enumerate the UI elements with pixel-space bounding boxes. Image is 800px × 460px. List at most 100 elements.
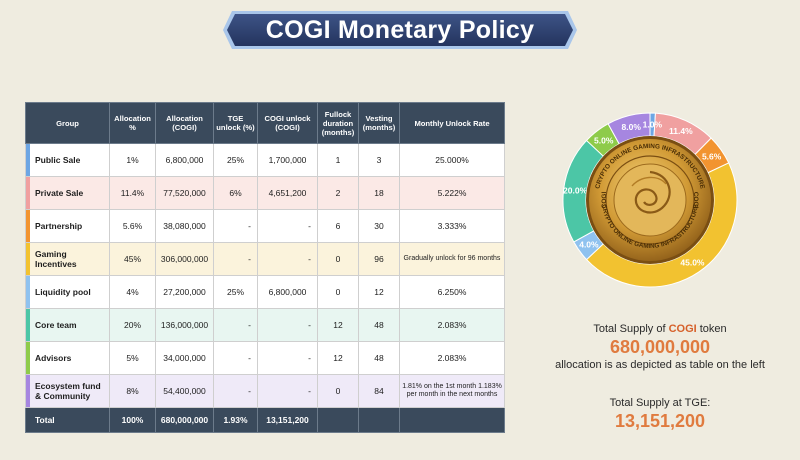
cell-pct: 11.4% [109,176,156,210]
donut-slice-label: 1.0% [643,120,663,130]
donut-slice-label: 11.4% [669,126,693,136]
allocation-donut-chart: 1.0% 11.4% 5.6% 45.0% 4.0% 20.0% 5.0% 8.0% CRYP… [562,112,738,288]
column-header: Allocation % [109,102,156,144]
supply-caption: Total Supply of COGI token [520,322,800,336]
total-pct: 100% [109,407,156,433]
cell-rate: 25.000% [399,143,505,177]
column-header: Group [25,102,110,144]
cell-alloc: 77,520,000 [155,176,214,210]
cell-lock: 12 [317,308,359,342]
cell-lock: 0 [317,242,359,276]
cell-vesting: 48 [358,308,400,342]
column-header: TGE unlock (%) [213,102,258,144]
group-cell: Partnership [25,209,110,243]
donut-slice-label: 4.0% [579,239,599,249]
group-color-marker [26,210,30,242]
allocation-table: Group Allocation % Allocation (COGI) TGE… [25,102,505,433]
cell-tge-cogi: - [257,209,318,243]
group-cell: Public Sale [25,143,110,177]
cell-tge-pct: - [213,341,258,375]
cell-alloc: 38,080,000 [155,209,214,243]
cell-rate: 5.222% [399,176,505,210]
group-label: Ecosystem fund & Community [35,381,101,401]
group-color-marker [26,276,30,308]
donut-slice-label: 8.0% [622,122,642,132]
page-title: COGI Monetary Policy [265,16,535,44]
cell-tge-cogi: 4,651,200 [257,176,318,210]
total-supply-value: 680,000,000 [609,337,711,357]
group-cell: Core team [25,308,110,342]
total-empty-cell [399,407,505,433]
supply-prefix: Total Supply of [593,323,669,335]
group-cell: Advisors [25,341,110,375]
coin-brand-left: COGI [601,192,608,209]
cell-pct: 5% [109,341,156,375]
cell-pct: 8% [109,374,156,408]
cell-lock: 0 [317,374,359,408]
cell-alloc: 54,400,000 [155,374,214,408]
donut-slice-label: 45.0% [680,257,705,267]
cell-rate: Gradually unlock for 96 months [399,242,505,276]
group-label: Private Sale [35,188,84,198]
cell-pct: 4% [109,275,156,309]
total-empty-cell [358,407,400,433]
cell-pct: 20% [109,308,156,342]
table-row: Liquidity pool 4% 27,200,000 25% 6,800,000 0 1… [25,275,505,309]
total-empty-cell [317,407,359,433]
cell-tge-pct: - [213,242,258,276]
group-color-marker [26,375,30,407]
total-supply-summary: Total Supply of COGI token 680,000,000 a… [520,322,800,372]
tge-value: 13,151,200 [614,411,706,431]
group-label: Gaming Incentives [35,249,77,269]
cell-tge-pct: - [213,209,258,243]
tge-label: Total Supply at TGE: [609,397,711,409]
cell-tge-pct: 25% [213,143,258,177]
cell-pct: 5.6% [109,209,156,243]
table-total-row: Total 100% 680,000,000 1.93% 13,151,200 [25,407,505,433]
group-color-marker [26,144,30,176]
group-label: Partnership [35,221,83,231]
total-alloc: 680,000,000 [155,407,214,433]
column-header: Vesting (months) [358,102,400,144]
cell-vesting: 18 [358,176,400,210]
table-row: Public Sale 1% 6,800,000 25% 1,700,000 1 3 25.0… [25,143,505,177]
coin-emblem: CRYPTO ONLINE GAMING INFRASTRUCTURE CRYP… [586,136,714,264]
cell-lock: 6 [317,209,359,243]
title-banner: COGI Monetary Policy [222,10,578,50]
total-tge-cogi: 13,151,200 [257,407,318,433]
supply-note: allocation is as depicted as table on th… [555,359,765,371]
donut-slice-label: 5.0% [594,135,614,145]
cell-tge-pct: - [213,374,258,408]
column-header: Allocation (COGI) [155,102,214,144]
table-row: Partnership 5.6% 38,080,000- -6 30 3.333% [25,209,505,243]
cell-tge-cogi: 1,700,000 [257,143,318,177]
group-cell: Ecosystem fund & Community [25,374,110,408]
supply-suffix: token [696,323,727,335]
total-group: Total [25,407,110,433]
cell-lock: 0 [317,275,359,309]
group-label: Advisors [35,353,72,363]
column-header: Fullock duration (months) [317,102,359,144]
cell-alloc: 136,000,000 [155,308,214,342]
cell-tge-pct: 6% [213,176,258,210]
cell-rate: 2.083% [399,341,505,375]
table-row: Private Sale 11.4% 77,520,000 6% 4,651,200 2 1… [25,176,505,210]
banner-shape [223,11,577,49]
cell-tge-cogi: - [257,374,318,408]
group-label: Public Sale [35,155,81,165]
cell-vesting: 96 [358,242,400,276]
cell-tge-cogi: - [257,308,318,342]
supply-token: COGI [668,323,697,335]
cell-tge-cogi: - [257,242,318,276]
donut-slice-label: 20.0% [563,186,588,196]
group-color-marker [26,309,30,341]
cell-vesting: 30 [358,209,400,243]
group-label: Core team [35,320,77,330]
cell-alloc: 6,800,000 [155,143,214,177]
cell-alloc: 27,200,000 [155,275,214,309]
column-header: Monthly Unlock Rate [399,102,505,144]
cell-vesting: 3 [358,143,400,177]
cell-rate: 3.333% [399,209,505,243]
group-color-marker [26,177,30,209]
table-header-row: Group Allocation % Allocation (COGI) TGE… [25,102,505,144]
